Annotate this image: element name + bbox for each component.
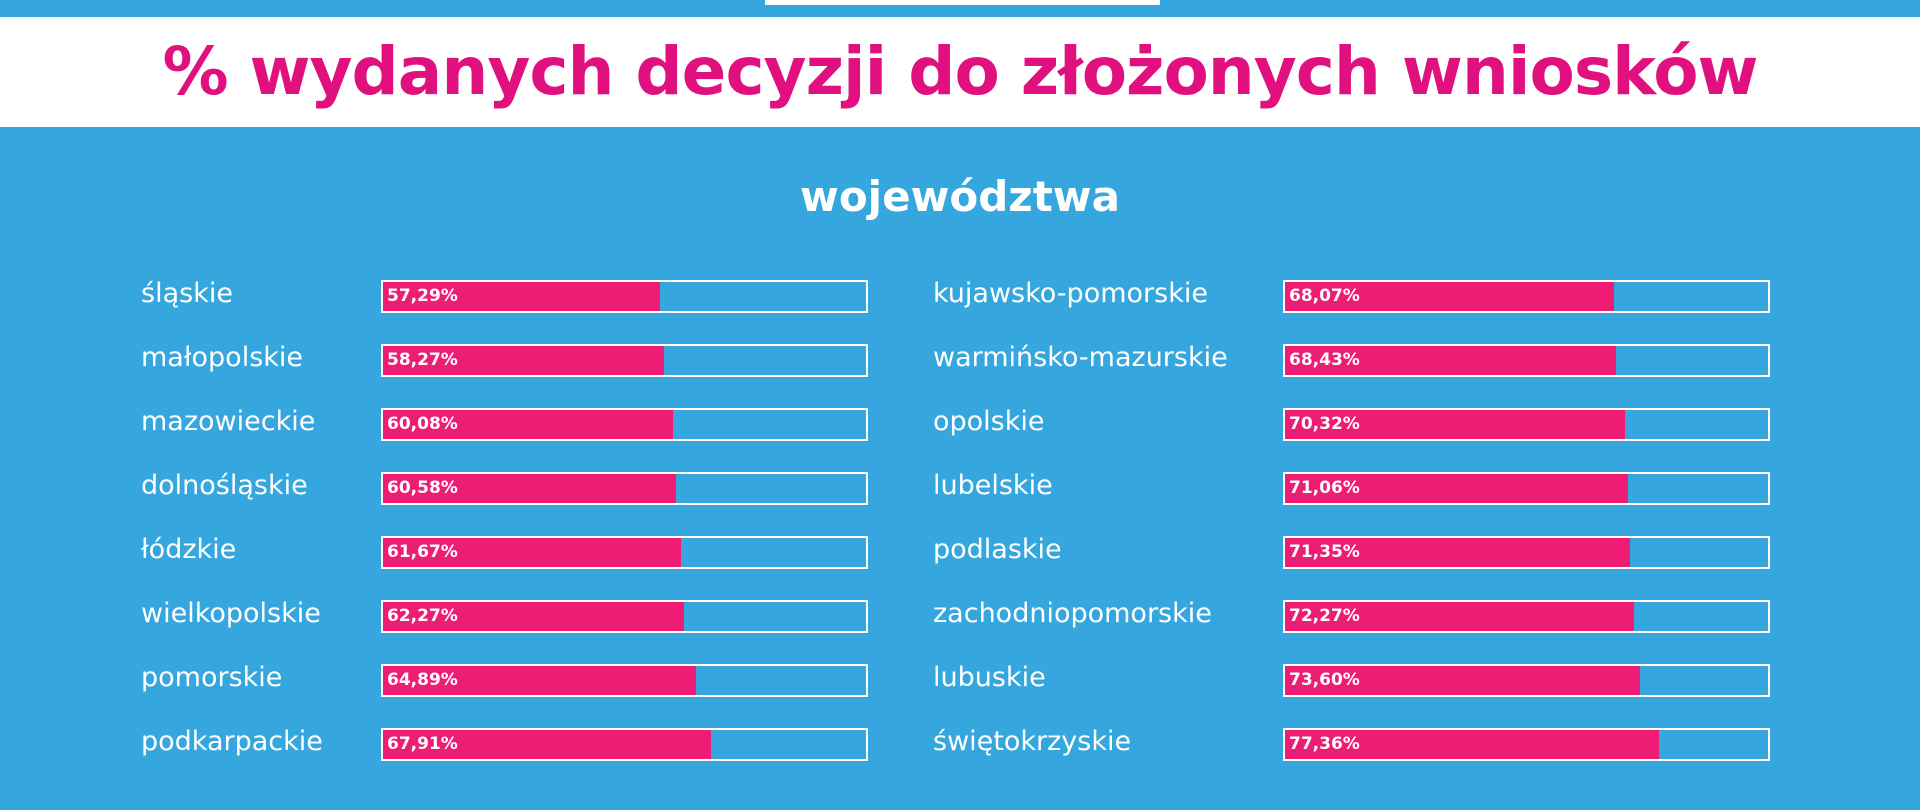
bar-track: 70,32% xyxy=(1283,408,1770,441)
bar-fill xyxy=(1285,474,1629,503)
category-label: mazowieckie xyxy=(141,406,316,437)
bar-track: 72,27% xyxy=(1283,600,1770,633)
bar-fill xyxy=(1285,282,1614,311)
bar-fill xyxy=(1285,346,1616,375)
bar-track: 68,07% xyxy=(1283,280,1770,313)
category-label: wielkopolskie xyxy=(141,598,321,629)
category-label: lubelskie xyxy=(933,470,1053,501)
category-label: małopolskie xyxy=(141,342,304,373)
data-label: 71,06% xyxy=(1289,478,1360,498)
top-band xyxy=(0,0,1920,17)
bar-fill xyxy=(1285,666,1641,695)
bar-track: 57,29% xyxy=(381,280,868,313)
bar-fill xyxy=(1285,730,1659,759)
bar-track: 71,06% xyxy=(1283,472,1770,505)
data-label: 57,29% xyxy=(387,286,458,306)
data-label: 73,60% xyxy=(1289,670,1360,690)
bar-fill xyxy=(383,474,676,503)
data-label: 68,43% xyxy=(1289,350,1360,370)
category-label: lubuskie xyxy=(933,662,1046,693)
data-label: 67,91% xyxy=(387,734,458,754)
bar-fill xyxy=(383,666,697,695)
category-label: świętokrzyskie xyxy=(933,726,1132,757)
bar-fill xyxy=(383,282,660,311)
data-label: 77,36% xyxy=(1289,734,1360,754)
bar-track: 71,35% xyxy=(1283,536,1770,569)
category-label: warmińsko-mazurskie xyxy=(933,342,1228,373)
data-label: 71,35% xyxy=(1289,542,1360,562)
bar-track: 77,36% xyxy=(1283,728,1770,761)
category-label: opolskie xyxy=(933,406,1045,437)
page-title: % wydanych decyzji do złożonych wniosków xyxy=(162,33,1758,110)
category-label: zachodniopomorskie xyxy=(933,598,1212,629)
bar-fill xyxy=(1285,538,1630,567)
data-label: 61,67% xyxy=(387,542,458,562)
bar-track: 60,08% xyxy=(381,408,868,441)
bar-fill xyxy=(1285,602,1635,631)
category-label: dolnośląskie xyxy=(141,470,308,501)
bar-track: 60,58% xyxy=(381,472,868,505)
bar-track: 67,91% xyxy=(381,728,868,761)
bar-fill xyxy=(383,410,674,439)
category-label: łódzkie xyxy=(141,534,237,565)
bar-track: 62,27% xyxy=(381,600,868,633)
data-label: 72,27% xyxy=(1289,606,1360,626)
bar-track: 64,89% xyxy=(381,664,868,697)
data-label: 70,32% xyxy=(1289,414,1360,434)
bar-fill xyxy=(383,538,681,567)
data-label: 60,08% xyxy=(387,414,458,434)
category-label: kujawsko-pomorskie xyxy=(933,278,1208,309)
data-label: 58,27% xyxy=(387,350,458,370)
bar-fill xyxy=(383,730,711,759)
data-label: 62,27% xyxy=(387,606,458,626)
chart-subtitle: województwa xyxy=(800,172,1120,221)
bar-track: 68,43% xyxy=(1283,344,1770,377)
bar-track: 73,60% xyxy=(1283,664,1770,697)
category-label: pomorskie xyxy=(141,662,283,693)
data-label: 68,07% xyxy=(1289,286,1360,306)
bar-track: 61,67% xyxy=(381,536,868,569)
title-band xyxy=(0,17,1920,127)
bar-track: 58,27% xyxy=(381,344,868,377)
top-tab xyxy=(765,0,1160,5)
data-label: 64,89% xyxy=(387,670,458,690)
category-label: podlaskie xyxy=(933,534,1062,565)
data-label: 60,58% xyxy=(387,478,458,498)
bar-fill xyxy=(1285,410,1625,439)
category-label: podkarpackie xyxy=(141,726,323,757)
bar-fill xyxy=(383,602,684,631)
bar-fill xyxy=(383,346,665,375)
category-label: śląskie xyxy=(141,278,233,309)
